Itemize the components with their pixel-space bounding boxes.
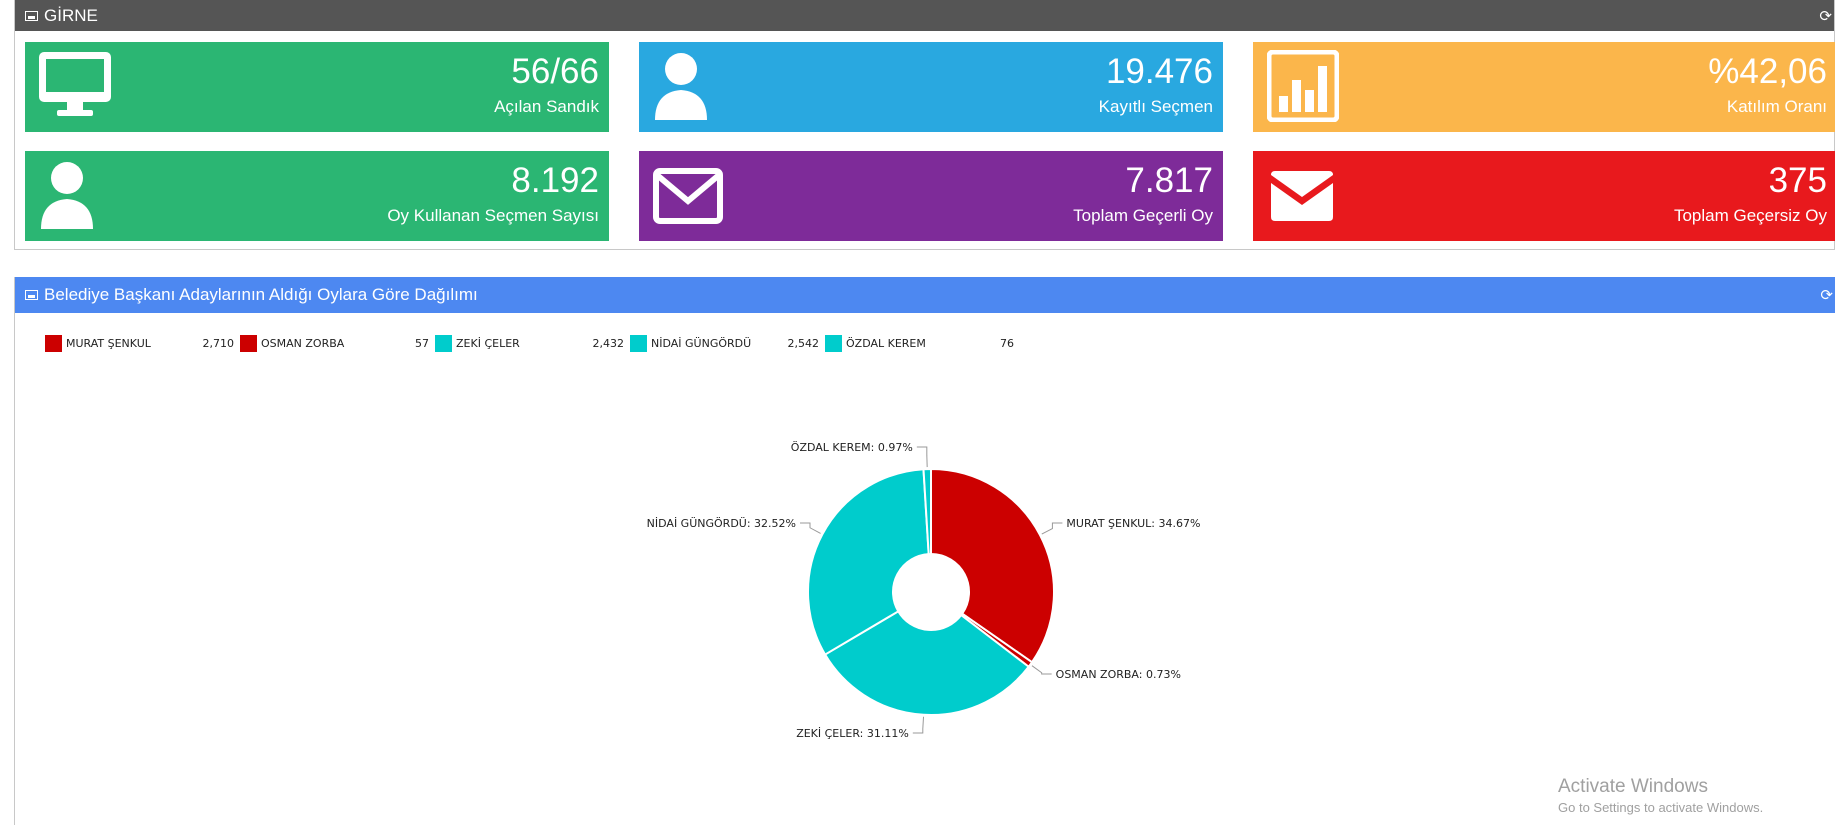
watermark-line2: Go to Settings to activate Windows.: [1558, 800, 1764, 815]
label-leader-line: [799, 522, 821, 534]
legend-name: ÖZDAL KEREM: [846, 337, 926, 350]
bar-chart-icon: [1267, 50, 1339, 122]
tile-opened-boxes: 56/66 Açılan Sandık: [25, 42, 609, 132]
legend-swatch: [630, 335, 647, 352]
label-leader-line: [1041, 522, 1063, 535]
slice-percent-label: ZEKİ ÇELER: 31.11%: [796, 727, 909, 740]
tile-label: Oy Kullanan Seçmen Sayısı: [387, 206, 599, 225]
legend-name: OSMAN ZORBA: [261, 337, 345, 350]
legend-count: 2,710: [202, 337, 235, 350]
windows-activation-watermark: Activate Windows Go to Settings to activ…: [1558, 775, 1763, 817]
pie-chart: MURAT ŞENKUL: 34.67% OSMAN ZORBA: 0.73% ZE…: [647, 441, 1201, 740]
monitor-icon: [39, 52, 111, 116]
legend-item[interactable]: ZEKİ ÇELER 2,432: [435, 335, 630, 352]
slice-percent-label: OSMAN ZORBA: 0.73%: [1056, 668, 1181, 681]
envelope-filled-icon: [1271, 171, 1333, 221]
tile-label: Kayıtlı Seçmen: [1098, 97, 1213, 116]
tile-value: 375: [1768, 161, 1827, 200]
tile-value: 8.192: [511, 161, 599, 200]
legend-name: ZEKİ ÇELER: [456, 337, 520, 350]
tile-value: 7.817: [1125, 161, 1213, 200]
legend-item[interactable]: ÖZDAL KEREM 76: [825, 335, 1020, 352]
label-leader-line: [1031, 665, 1052, 675]
panel-icon: [25, 10, 38, 21]
chart-panel-title: Belediye Başkanı Adaylarının Aldığı Oyla…: [44, 285, 478, 304]
summary-header: GİRNE ⟳: [15, 0, 1834, 31]
watermark-line1: Activate Windows: [1558, 776, 1708, 797]
legend-count: 57: [415, 337, 429, 350]
tile-label: Toplam Geçersiz Oy: [1673, 206, 1827, 225]
slice-percent-label: ÖZDAL KEREM: 0.97%: [791, 441, 913, 454]
tile-value: 19.476: [1105, 52, 1213, 91]
legend-item[interactable]: OSMAN ZORBA 57: [240, 335, 435, 352]
tile-registered-voters: 19.476 Kayıtlı Seçmen: [639, 42, 1223, 132]
slice-percent-label: MURAT ŞENKUL: 34.67%: [1066, 517, 1200, 530]
tile-label: Açılan Sandık: [494, 97, 599, 116]
summary-title: GİRNE: [44, 5, 98, 25]
legend-item[interactable]: MURAT ŞENKUL 2,710: [45, 335, 240, 352]
legend-swatch: [45, 335, 62, 352]
tile-label: Katılım Oranı: [1726, 97, 1827, 116]
envelope-outline-icon: [653, 168, 723, 224]
refresh-icon[interactable]: ⟳: [1820, 286, 1833, 304]
pie-slice[interactable]: [922, 467, 932, 556]
summary-panel: GİRNE ⟳ 56/66 Açılan Sandık 19.476 Kayıt…: [14, 0, 1835, 250]
legend-count: 76: [1000, 337, 1014, 350]
tile-invalid-votes: 375 Toplam Geçersiz Oy: [1253, 151, 1835, 241]
legend-count: 2,432: [592, 337, 625, 350]
user-icon: [41, 162, 93, 229]
chart-header: Belediye Başkanı Adaylarının Aldığı Oyla…: [15, 277, 1835, 313]
tile-value: 56/66: [511, 52, 599, 91]
pie-slice[interactable]: [930, 467, 1056, 664]
pie-slice[interactable]: [823, 609, 1031, 716]
tile-value: %42,06: [1708, 52, 1827, 91]
slice-percent-label: NİDAİ GÜNGÖRDÜ: 32.52%: [647, 517, 796, 530]
label-leader-line: [912, 716, 925, 734]
chart-legend: MURAT ŞENKUL 2,710 OSMAN ZORBA 57 ZEKİ Ç…: [45, 335, 1020, 352]
label-leader-line: [916, 446, 928, 468]
user-icon: [655, 53, 707, 120]
legend-count: 2,542: [787, 337, 820, 350]
pie-slice[interactable]: [807, 468, 930, 656]
refresh-icon[interactable]: ⟳: [1819, 6, 1832, 25]
legend-swatch: [825, 335, 842, 352]
legend-name: NİDAİ GÜNGÖRDÜ: [651, 337, 752, 350]
tile-label: Toplam Geçerli Oy: [1073, 206, 1213, 225]
chart-panel: Belediye Başkanı Adaylarının Aldığı Oyla…: [14, 277, 1835, 825]
legend-item[interactable]: NİDAİ GÜNGÖRDÜ 2,542: [630, 335, 825, 352]
legend-swatch: [435, 335, 452, 352]
legend-name: MURAT ŞENKUL: [66, 337, 151, 350]
tile-valid-votes: 7.817 Toplam Geçerli Oy: [639, 151, 1223, 241]
legend-swatch: [240, 335, 257, 352]
panel-icon: [25, 290, 38, 300]
tile-turnout-rate: %42,06 Katılım Oranı: [1253, 42, 1835, 132]
tile-voters-count: 8.192 Oy Kullanan Seçmen Sayısı: [25, 151, 609, 241]
